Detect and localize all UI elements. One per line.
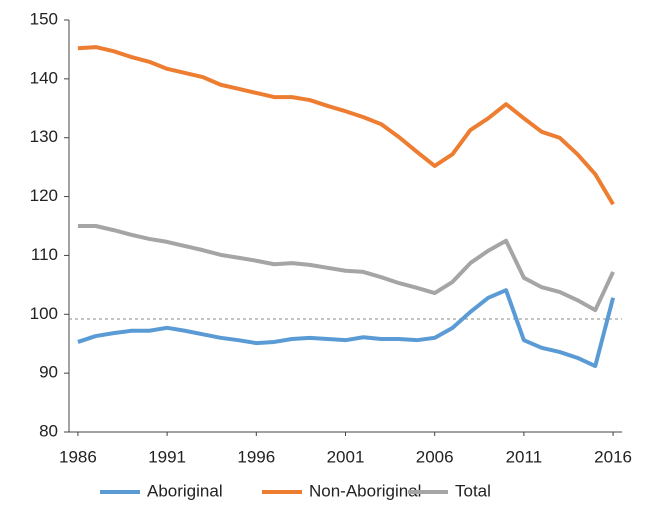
x-tick-label: 2016 [594,447,632,466]
y-tick-label: 80 [39,421,58,440]
y-tick-label: 140 [30,68,58,87]
series-line [77,45,615,206]
y-tick-label: 150 [30,9,58,28]
y-tick-label: 100 [30,304,58,323]
y-tick-label: 120 [30,186,58,205]
legend-label: Total [455,481,491,500]
x-tick-label: 2011 [506,447,543,466]
y-tick-label: 90 [39,363,58,382]
x-tick-label: 1986 [59,447,97,466]
x-tick-label: 2006 [416,447,454,466]
legend-label: Non-Aboriginal [309,481,421,500]
x-tick-label: 1991 [148,447,186,466]
y-tick-label: 110 [31,245,58,264]
x-tick-label: 2001 [327,447,365,466]
x-tick-label: 1996 [237,447,275,466]
y-tick-label: 130 [30,127,58,146]
series-line [77,224,615,313]
series-line [77,288,616,369]
legend-label: Aboriginal [147,481,223,500]
